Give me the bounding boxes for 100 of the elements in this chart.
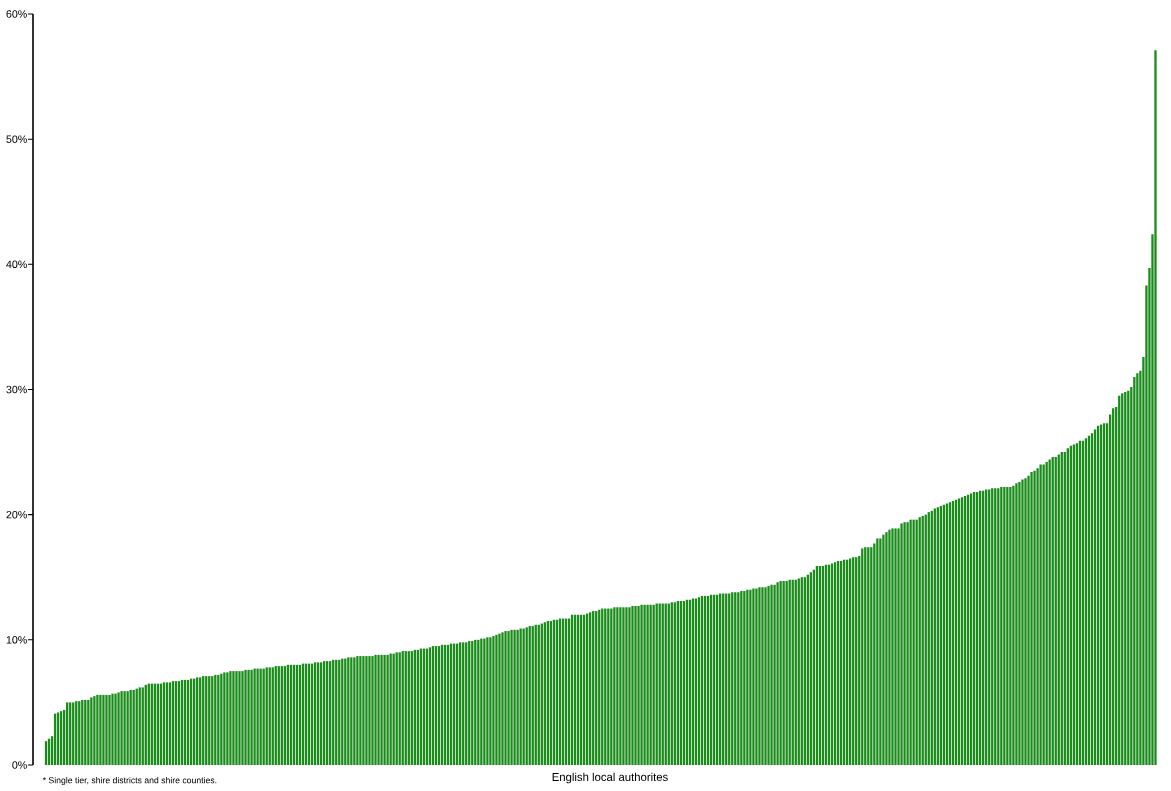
y-tick-label: 30% xyxy=(6,385,27,394)
bar xyxy=(241,671,244,765)
bar xyxy=(238,671,241,765)
bar xyxy=(498,633,501,765)
bar xyxy=(619,607,622,765)
bar xyxy=(779,580,782,765)
bar xyxy=(885,532,888,765)
bar xyxy=(356,656,359,765)
bar xyxy=(1018,482,1021,765)
bar xyxy=(513,629,516,765)
bar xyxy=(244,669,247,765)
bar xyxy=(764,587,767,765)
bar xyxy=(102,694,105,765)
bar xyxy=(616,607,619,765)
bar xyxy=(105,694,108,765)
bar xyxy=(359,656,362,765)
bar xyxy=(628,607,631,765)
bar xyxy=(637,606,640,765)
bar xyxy=(368,656,371,765)
bar xyxy=(96,694,99,765)
bar xyxy=(501,632,504,765)
y-tick-label: 10% xyxy=(6,636,27,644)
bar xyxy=(232,671,235,765)
x-axis-title: English local authorites xyxy=(552,772,668,784)
bar xyxy=(120,691,123,765)
bar xyxy=(643,604,646,765)
bar xyxy=(362,656,365,765)
bar xyxy=(247,669,250,765)
bar xyxy=(888,529,891,765)
bar xyxy=(492,636,495,765)
bar xyxy=(507,631,510,765)
bar xyxy=(253,668,256,765)
bar xyxy=(495,634,498,765)
bar xyxy=(365,656,368,765)
bar xyxy=(386,654,389,765)
bar xyxy=(746,589,749,765)
bar xyxy=(123,691,126,765)
bar xyxy=(229,671,232,765)
bar xyxy=(882,534,885,765)
bar xyxy=(374,654,377,765)
bar xyxy=(1015,483,1018,765)
bar xyxy=(1030,472,1033,765)
bar xyxy=(1136,373,1139,765)
bar xyxy=(770,584,773,765)
bar xyxy=(631,606,634,765)
y-tick-label: 40% xyxy=(6,260,27,269)
bar xyxy=(1036,468,1039,765)
bar xyxy=(516,629,519,765)
bar xyxy=(108,694,111,765)
bar xyxy=(909,519,912,765)
y-tick-label: 60% xyxy=(6,10,27,18)
bar xyxy=(250,669,253,765)
bar xyxy=(486,637,489,765)
bar xyxy=(1039,464,1042,765)
bar xyxy=(876,538,879,765)
bar xyxy=(380,654,383,765)
bar xyxy=(755,588,758,765)
y-tick-label: 50% xyxy=(6,135,27,143)
bar xyxy=(752,588,755,765)
bar xyxy=(377,654,380,765)
bar xyxy=(761,587,764,765)
bar xyxy=(634,606,637,765)
bar xyxy=(879,538,882,765)
bar xyxy=(114,693,117,765)
bar xyxy=(622,607,625,765)
bar xyxy=(383,654,386,765)
bar xyxy=(1033,470,1036,765)
bar xyxy=(767,586,770,765)
bar xyxy=(226,672,229,765)
y-tick-label: 20% xyxy=(6,510,27,519)
bar xyxy=(773,584,776,765)
bar xyxy=(749,589,752,765)
bar xyxy=(1012,485,1015,765)
bar xyxy=(235,671,238,765)
bar xyxy=(776,582,779,765)
bar xyxy=(111,693,114,765)
bar xyxy=(646,604,649,765)
bar xyxy=(900,523,903,765)
bar xyxy=(93,696,96,765)
bar xyxy=(903,522,906,765)
y-tick-label: 0% xyxy=(12,761,27,769)
bar xyxy=(117,692,120,765)
bar xyxy=(1154,50,1157,765)
bar xyxy=(891,528,894,765)
bar xyxy=(1027,475,1030,765)
bar xyxy=(1009,487,1012,765)
bar xyxy=(625,607,628,765)
bar xyxy=(906,522,909,765)
bar xyxy=(1021,479,1024,765)
bar xyxy=(894,528,897,765)
bar xyxy=(640,604,643,765)
bar xyxy=(504,631,507,765)
bar xyxy=(1024,478,1027,765)
bar xyxy=(256,668,259,765)
text: * Single tier, shire districts and shire counties. xyxy=(42,776,217,786)
bar xyxy=(99,694,102,765)
bar xyxy=(371,656,374,765)
bar xyxy=(489,637,492,765)
bar xyxy=(510,629,513,765)
bar xyxy=(758,587,761,765)
